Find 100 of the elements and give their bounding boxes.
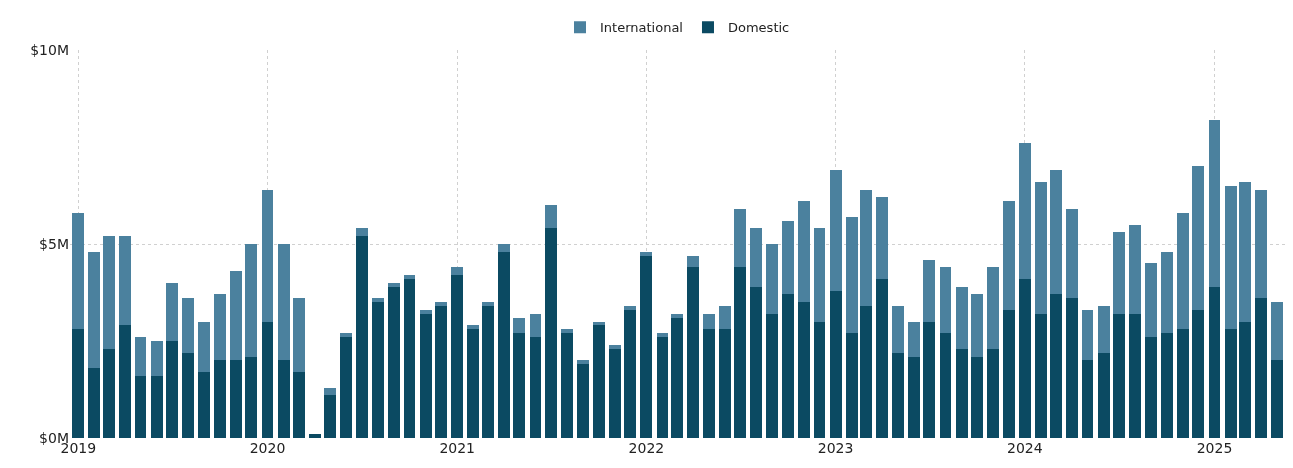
bar — [88, 368, 101, 438]
bar — [891, 306, 904, 353]
bar — [734, 267, 747, 438]
bar — [1224, 329, 1237, 438]
bar — [876, 278, 889, 438]
bar — [656, 333, 669, 338]
bar — [1176, 329, 1189, 438]
bar — [340, 333, 353, 338]
bar — [451, 267, 464, 276]
bar — [656, 337, 669, 438]
bar — [766, 313, 779, 438]
x-tick-label: 2021 — [439, 440, 476, 456]
bar — [355, 228, 368, 237]
bar — [1097, 306, 1110, 353]
bar — [150, 341, 163, 376]
bar — [987, 267, 1000, 349]
bar — [1270, 302, 1283, 361]
bar — [907, 356, 920, 438]
bar — [923, 321, 936, 438]
bar — [467, 329, 480, 438]
bar — [419, 313, 432, 438]
bar — [213, 360, 226, 438]
bar — [134, 375, 147, 438]
bar — [813, 228, 826, 322]
x-tick-label: 2022 — [628, 440, 665, 456]
x-tick-label: 2025 — [1196, 440, 1233, 456]
bar — [577, 364, 590, 438]
bar — [102, 348, 115, 438]
bar — [1081, 309, 1094, 361]
legend-label: Domestic — [727, 20, 790, 36]
bar — [640, 251, 653, 256]
bar — [923, 259, 936, 322]
bar — [481, 306, 494, 438]
bar — [102, 236, 115, 349]
bar — [955, 286, 968, 349]
bar — [624, 309, 637, 438]
bar — [481, 302, 494, 307]
bar — [529, 313, 542, 338]
legend-label: International — [600, 20, 683, 36]
bar — [845, 216, 858, 334]
bar — [608, 348, 621, 438]
bar — [261, 321, 274, 438]
bar — [1002, 309, 1015, 438]
bar — [245, 356, 258, 438]
bar — [292, 372, 305, 438]
bar — [388, 282, 400, 287]
bar — [182, 352, 195, 438]
bar — [798, 201, 810, 303]
bar — [118, 325, 131, 438]
bar — [419, 309, 432, 314]
bar — [497, 244, 510, 252]
bar — [324, 387, 337, 396]
bar — [1255, 189, 1268, 299]
bar — [340, 337, 353, 438]
y-tick-label: $10M — [30, 41, 69, 58]
bar — [513, 333, 526, 438]
bar — [166, 282, 179, 341]
bar — [987, 348, 1000, 438]
bar — [1066, 209, 1078, 299]
bar — [229, 271, 242, 361]
bar — [1224, 185, 1237, 330]
bar — [1192, 166, 1205, 310]
bar — [718, 329, 731, 438]
bar — [829, 290, 842, 438]
bar — [150, 375, 163, 438]
bar — [545, 228, 557, 438]
bar — [1160, 251, 1173, 334]
bar — [1129, 224, 1142, 314]
bar — [182, 298, 195, 353]
bar — [1255, 298, 1268, 438]
bar — [1049, 294, 1062, 438]
bar — [513, 317, 526, 334]
bar — [1081, 360, 1094, 438]
bar — [1129, 313, 1142, 438]
bar — [1176, 212, 1189, 330]
bar — [324, 395, 337, 438]
x-tick-label: 2024 — [1006, 440, 1043, 456]
bar — [640, 255, 653, 438]
bar — [624, 306, 637, 310]
bar — [813, 321, 826, 438]
bar — [829, 170, 842, 291]
bar — [687, 255, 699, 268]
bar — [750, 228, 763, 287]
bar — [592, 325, 605, 438]
bar — [702, 313, 715, 330]
bar — [213, 294, 226, 361]
y-tick-label: $5M — [39, 235, 69, 252]
bar — [1049, 170, 1062, 295]
bar — [277, 360, 290, 438]
bar — [1160, 333, 1173, 438]
bar — [561, 333, 574, 438]
bar — [134, 337, 147, 376]
bar — [718, 306, 731, 330]
bar — [118, 236, 131, 326]
bar — [292, 298, 305, 373]
bar — [671, 313, 683, 318]
bar — [702, 329, 715, 438]
bar — [1097, 352, 1110, 438]
bar — [1192, 309, 1205, 438]
bar — [1270, 360, 1283, 438]
